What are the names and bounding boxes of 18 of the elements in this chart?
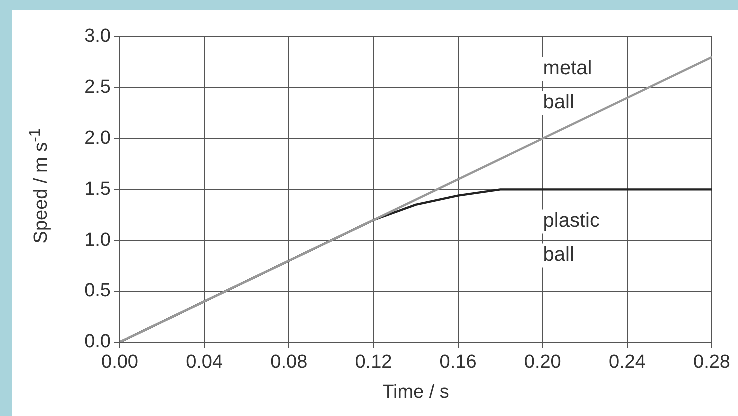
x-tick-label: 0.12 [355,352,392,374]
y-tick-label: 3.0 [84,26,111,48]
y-tick-label: 2.5 [84,77,111,98]
x-tick-label: 0.00 [102,352,138,374]
y-tick-label: 0.0 [84,332,111,353]
y-tick-label: 0.5 [84,280,111,302]
x-tick-label: 0.16 [440,352,477,374]
y-tick-label: 1.0 [84,230,111,251]
x-tick-label: 0.04 [186,352,224,374]
series-label: plastic ball [543,210,600,266]
y-tick-label: 2.0 [84,128,111,150]
x-tick-label: 0.20 [524,352,562,374]
x-tick-label: 0.24 [608,352,646,374]
x-tick-label: 0.08 [270,352,308,374]
x-axis-title: Time / s [382,382,450,403]
x-tick-label: 0.28 [694,352,730,374]
y-tick-label: 1.5 [84,178,111,200]
series-label: metal ball [543,58,592,114]
